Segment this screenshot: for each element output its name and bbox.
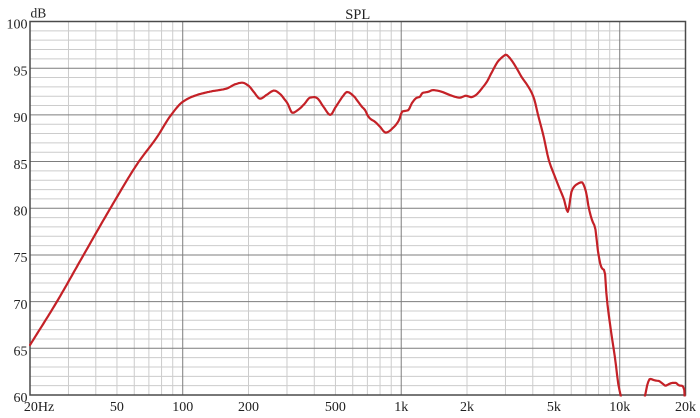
svg-text:20Hz: 20Hz: [24, 400, 54, 415]
svg-text:95: 95: [14, 64, 28, 79]
svg-text:dB: dB: [31, 6, 47, 21]
svg-text:90: 90: [14, 111, 28, 126]
svg-text:5k: 5k: [547, 400, 561, 415]
svg-text:70: 70: [14, 298, 28, 313]
svg-text:75: 75: [14, 251, 28, 266]
svg-text:80: 80: [14, 204, 28, 219]
svg-text:20k: 20k: [675, 400, 696, 415]
svg-text:200: 200: [238, 400, 259, 415]
svg-text:1k: 1k: [394, 400, 408, 415]
svg-text:100: 100: [172, 400, 193, 415]
svg-text:500: 500: [325, 400, 346, 415]
svg-text:65: 65: [14, 345, 28, 360]
svg-text:2k: 2k: [460, 400, 474, 415]
svg-text:60: 60: [14, 391, 28, 406]
svg-text:100: 100: [7, 18, 28, 33]
svg-text:50: 50: [110, 400, 124, 415]
svg-text:85: 85: [14, 158, 28, 173]
svg-text:10k: 10k: [609, 400, 630, 415]
svg-text:SPL: SPL: [345, 7, 370, 23]
